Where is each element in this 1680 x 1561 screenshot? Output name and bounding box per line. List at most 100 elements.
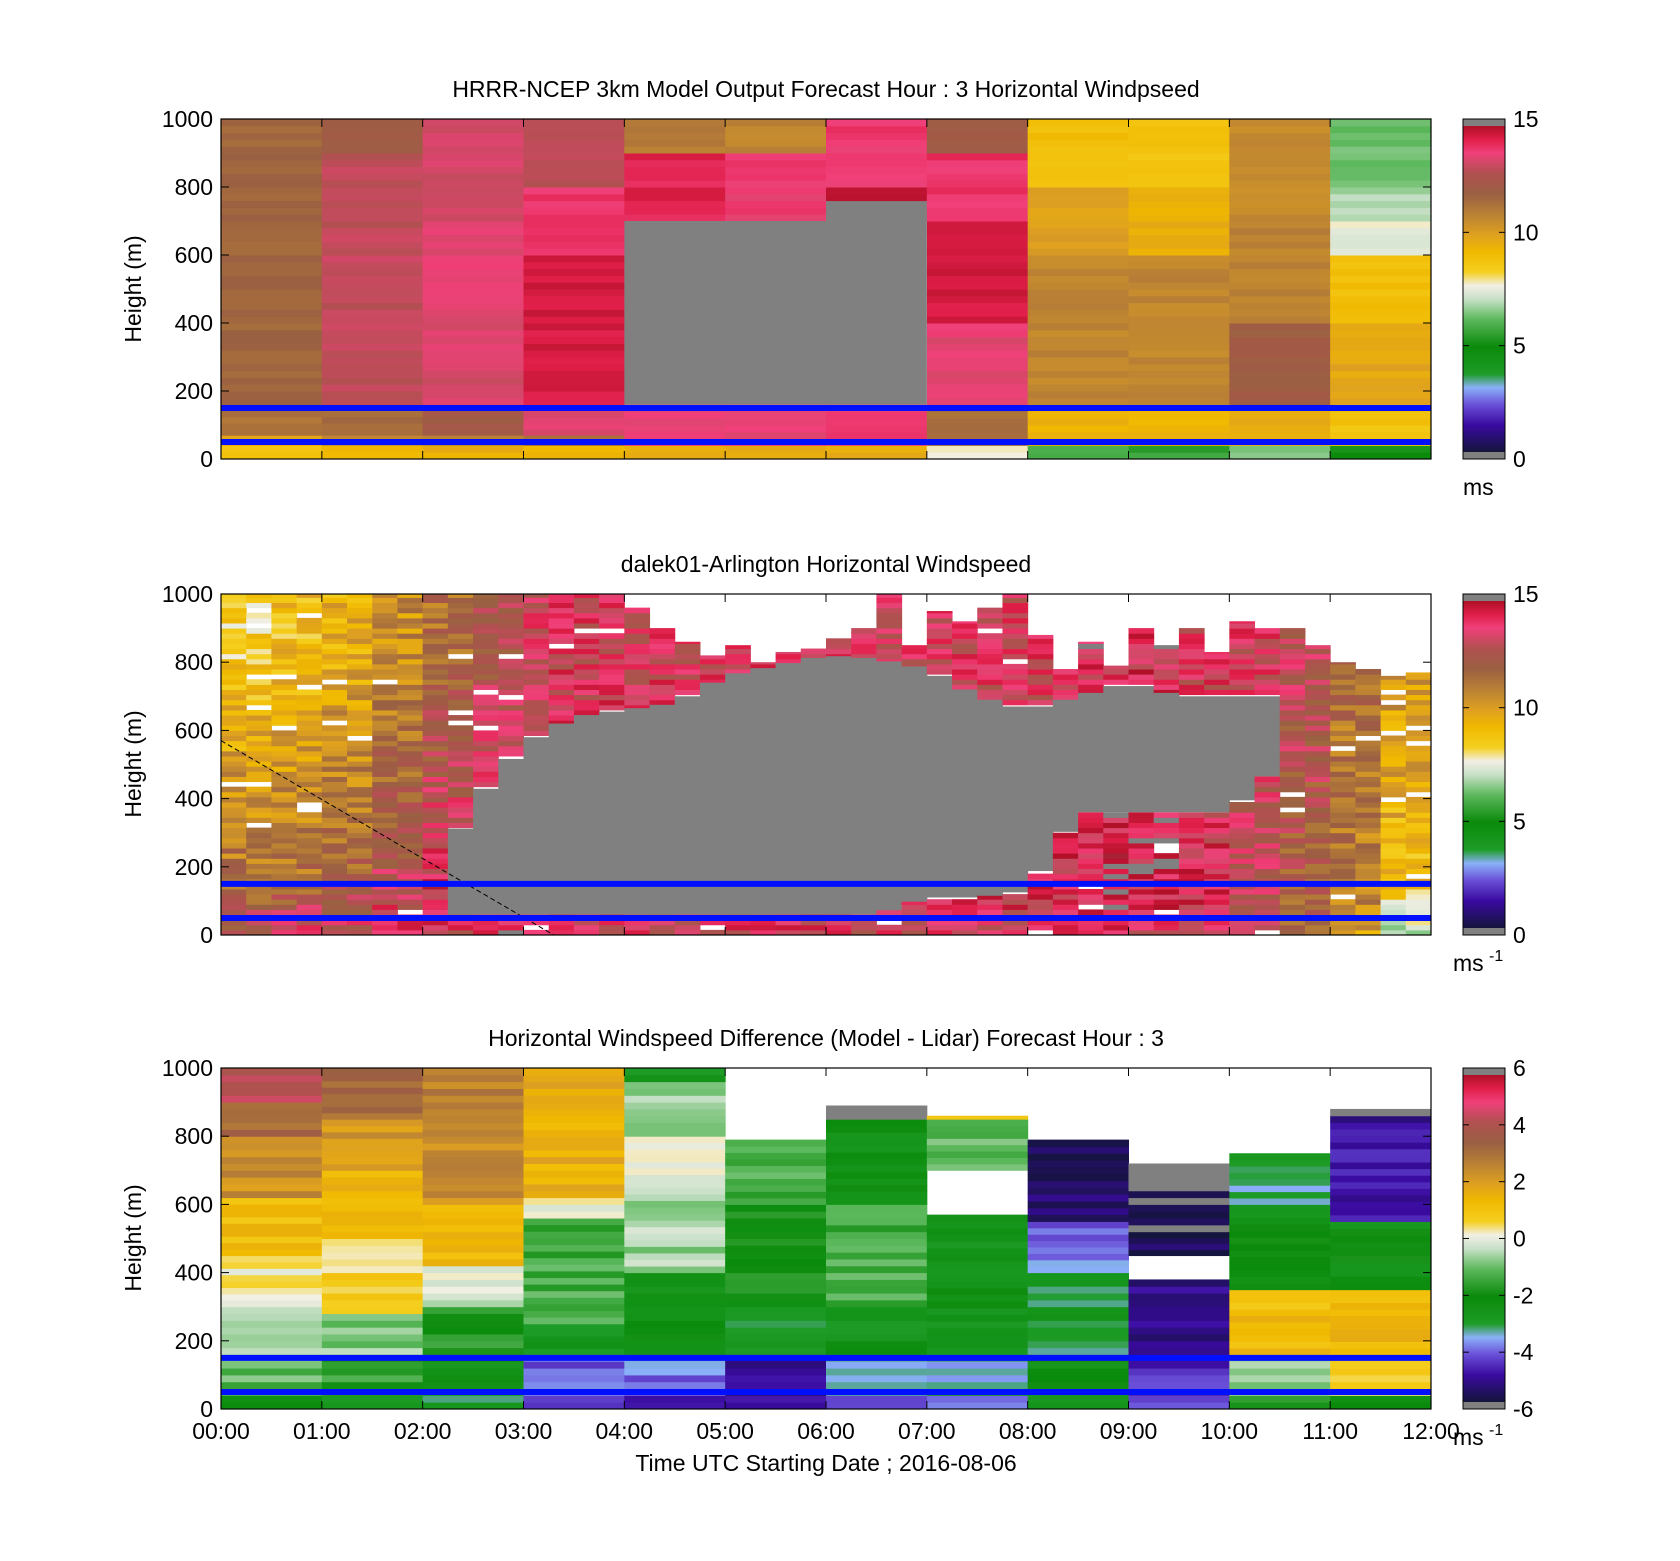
heatmap-cell xyxy=(422,1197,524,1205)
heatmap-cell xyxy=(221,1204,323,1211)
heatmap-cell xyxy=(372,750,398,757)
heatmap-cell xyxy=(523,1231,625,1239)
heatmap-cell xyxy=(321,699,348,706)
heatmap-cell xyxy=(347,894,373,900)
heatmap-cell xyxy=(624,132,726,140)
heatmap-cell xyxy=(422,289,524,297)
heatmap-cell xyxy=(221,1361,323,1369)
heatmap-cell xyxy=(1002,909,1029,916)
heatmap-cell xyxy=(221,725,247,731)
heatmap-cell xyxy=(498,628,524,634)
heatmap-cell xyxy=(523,638,550,644)
heatmap-cell xyxy=(271,699,298,706)
heatmap-cell xyxy=(1405,817,1431,823)
missing-region xyxy=(1254,696,1281,777)
heatmap-cell xyxy=(926,336,1029,344)
heatmap-cell xyxy=(1229,153,1331,161)
heatmap-cell xyxy=(1254,781,1281,788)
heatmap-cell xyxy=(1229,159,1331,168)
heatmap-cell xyxy=(347,607,373,614)
heatmap-cell xyxy=(725,132,827,140)
heatmap-cell xyxy=(221,909,247,916)
heatmap-cell xyxy=(321,791,348,798)
heatmap-cell xyxy=(1178,674,1205,680)
heatmap-cell xyxy=(1330,452,1431,459)
heatmap-cell xyxy=(246,725,272,731)
heatmap-cell xyxy=(952,674,978,680)
heatmap-cell xyxy=(1229,221,1331,229)
heatmap-cell xyxy=(1128,919,1155,926)
heatmap-cell xyxy=(1002,663,1029,670)
heatmap-cell xyxy=(1128,452,1230,459)
heatmap-cell xyxy=(826,1279,928,1287)
y-tick-label: 200 xyxy=(175,378,213,404)
heatmap-cell xyxy=(1128,679,1155,685)
heatmap-cell xyxy=(1027,153,1129,161)
heatmap-cell xyxy=(1229,146,1331,154)
heatmap-cell xyxy=(1330,1115,1431,1123)
heatmap-cell xyxy=(1027,125,1129,134)
heatmap-cell xyxy=(321,119,424,127)
heatmap-cell xyxy=(321,1272,424,1280)
heatmap-cell xyxy=(826,1151,928,1159)
heatmap-cell xyxy=(221,842,247,849)
heatmap-cell xyxy=(1330,1188,1431,1196)
heatmap-cell xyxy=(347,597,373,604)
heatmap-cell xyxy=(296,832,323,839)
panel-lidar-ylabel: Height (m) xyxy=(120,710,146,817)
heatmap-cell xyxy=(347,807,373,813)
heatmap-cell xyxy=(1002,684,1029,690)
heatmap-cell xyxy=(826,180,928,188)
heatmap-cell xyxy=(422,1279,524,1287)
heatmap-cell xyxy=(523,275,625,283)
heatmap-cell xyxy=(422,350,524,358)
heatmap-cell xyxy=(498,689,524,696)
heatmap-cell xyxy=(1052,929,1079,935)
heatmap-cell xyxy=(1380,771,1407,777)
heatmap-cell xyxy=(397,796,424,803)
heatmap-cell xyxy=(1153,919,1180,926)
heatmap-cell xyxy=(447,755,474,762)
heatmap-cell xyxy=(649,679,676,685)
heatmap-cell xyxy=(1229,827,1256,834)
heatmap-cell xyxy=(422,384,524,392)
heatmap-cell xyxy=(321,755,348,762)
heatmap-cell xyxy=(221,674,247,680)
heatmap-cell xyxy=(1078,853,1104,859)
heatmap-cell xyxy=(1128,837,1155,844)
heatmap-cell xyxy=(1204,651,1230,655)
heatmap-cell xyxy=(1380,909,1407,916)
heatmap-cell xyxy=(296,653,323,660)
heatmap-cell xyxy=(1330,704,1356,711)
heatmap-cell xyxy=(321,786,348,793)
heatmap-cell xyxy=(1229,452,1331,459)
x-tick-label: 06:00 xyxy=(797,1418,855,1444)
heatmap-cell xyxy=(1002,643,1029,650)
heatmap-cell xyxy=(826,187,928,195)
heatmap-cell xyxy=(1330,1208,1431,1216)
heatmap-cell xyxy=(1229,669,1256,675)
heatmap-cell xyxy=(624,1174,726,1182)
heatmap-cell xyxy=(1027,643,1054,650)
heatmap-cell xyxy=(1027,302,1129,310)
heatmap-cell xyxy=(523,452,625,459)
heatmap-cell xyxy=(221,894,247,900)
heatmap-cell xyxy=(1128,658,1155,665)
heatmap-cell xyxy=(372,669,398,675)
heatmap-cell xyxy=(246,888,272,895)
heatmap-cell xyxy=(1279,888,1306,895)
heatmap-cell xyxy=(321,730,348,737)
heatmap-cell xyxy=(1229,1328,1331,1336)
heatmap-cell xyxy=(1330,261,1431,270)
heatmap-cell xyxy=(1229,1395,1331,1403)
heatmap-cell xyxy=(296,771,323,777)
heatmap-cell xyxy=(977,617,1003,624)
heatmap-cell xyxy=(498,924,524,931)
heatmap-cell xyxy=(321,193,424,202)
heatmap-cell xyxy=(1153,812,1180,818)
heatmap-cell xyxy=(523,1136,625,1144)
x-tick-label: 10:00 xyxy=(1201,1418,1259,1444)
heatmap-cell xyxy=(1027,1247,1129,1254)
heatmap-cell xyxy=(624,1129,726,1137)
